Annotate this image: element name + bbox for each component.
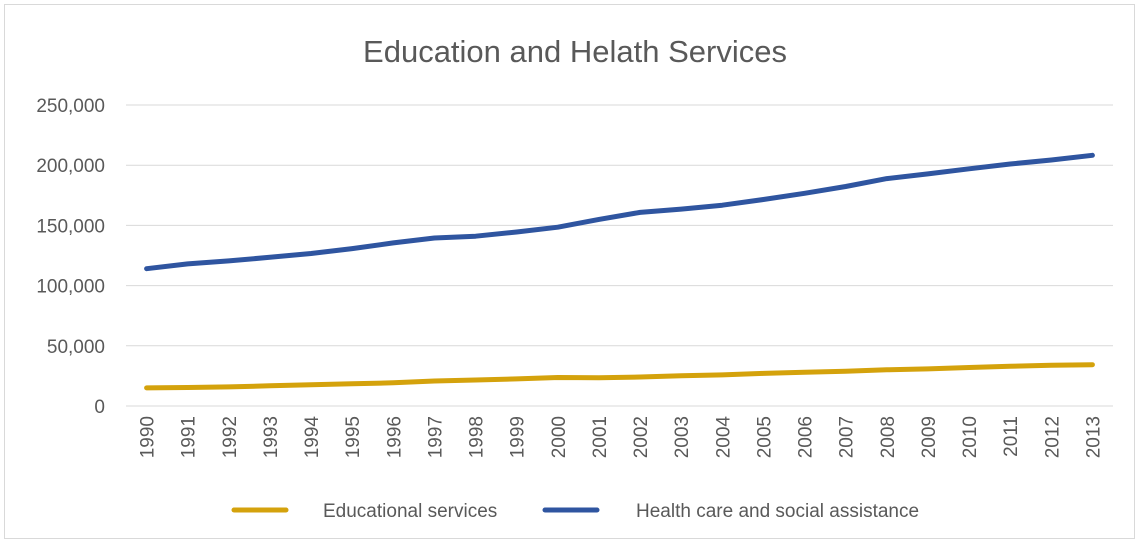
legend-label: Educational services (323, 501, 497, 522)
x-tick-label: 1998 (467, 416, 488, 458)
x-tick-label: 2002 (631, 416, 652, 458)
series-lines (144, 152, 1095, 391)
x-tick-label: 1993 (261, 416, 282, 458)
x-tick-label: 1995 (343, 416, 364, 458)
x-tick-label: 1994 (302, 416, 323, 459)
y-tick-label: 100,000 (36, 277, 105, 298)
x-tick-label: 1996 (384, 416, 405, 458)
chart-frame (4, 4, 1135, 539)
x-tick-label: 2008 (878, 416, 899, 458)
x-tick-label: 2001 (590, 416, 611, 458)
y-tick-label: 50,000 (47, 337, 105, 358)
x-tick-label: 2010 (960, 416, 981, 458)
x-tick-label: 1997 (425, 416, 446, 458)
x-tick-label: 1999 (508, 416, 529, 458)
x-axis-tick-labels: 1990 1991 1992 1993 1994 1995 1996 1997 1998 1999… (138, 416, 1105, 459)
x-tick-label: 2004 (713, 416, 734, 459)
x-tick-label: 2006 (796, 416, 817, 458)
x-tick-label: 1992 (220, 416, 241, 458)
y-tick-label: 0 (94, 397, 105, 418)
legend-label: Health care and social assistance (636, 501, 919, 522)
x-tick-label: 2000 (549, 416, 570, 458)
series-line-0 (144, 362, 1095, 391)
x-tick-label: 2003 (672, 416, 693, 458)
x-tick-label: 1991 (179, 416, 200, 458)
chart-title: Education and Helath Services (363, 34, 787, 69)
x-tick-label: 2005 (754, 416, 775, 458)
grid-lines (126, 104, 1113, 407)
series-line-1 (144, 152, 1095, 272)
x-tick-label: 2012 (1042, 416, 1063, 458)
y-axis-tick-labels: 0 50,000 100,000 150,000 200,000 250,000 (36, 96, 105, 418)
y-tick-label: 150,000 (36, 216, 105, 237)
y-tick-label: 250,000 (36, 96, 105, 117)
x-tick-label: 1990 (138, 416, 159, 458)
x-tick-label: 2011 (1001, 416, 1022, 457)
y-tick-label: 200,000 (36, 156, 105, 177)
x-tick-label: 2009 (919, 416, 940, 458)
x-tick-label: 2013 (1083, 416, 1104, 458)
x-tick-label: 2007 (837, 416, 858, 458)
legend: Educational services Health care and soci… (231, 501, 919, 522)
